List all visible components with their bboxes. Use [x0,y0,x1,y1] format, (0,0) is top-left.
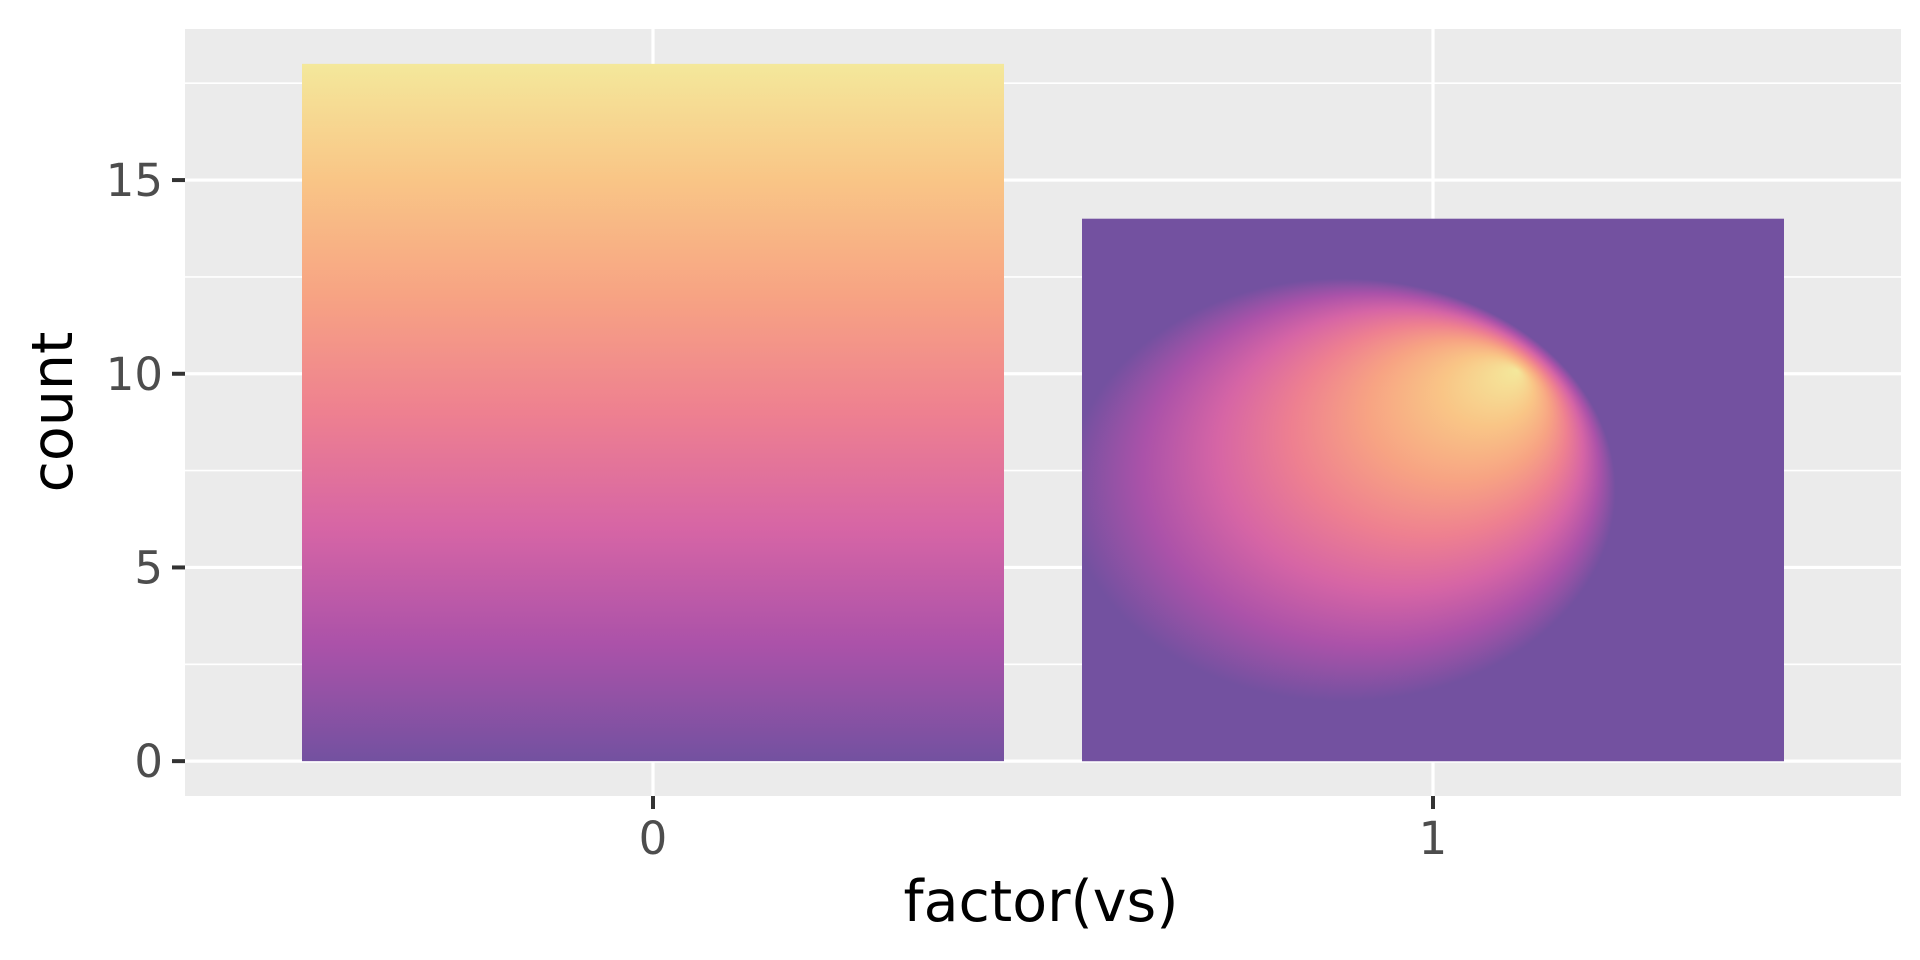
y-tick-label: 10 [106,348,163,401]
x-axis-title: factor(vs) [904,869,1179,935]
axis-ticks [172,178,1435,809]
bar-1 [1082,218,1784,762]
bar-0 [302,63,1004,762]
y-tick-label: 5 [134,541,163,594]
tick-labels: 0 5 10 15 0 1 [106,154,1448,865]
bars [302,63,1784,762]
y-axis-title: count [20,332,86,493]
y-tick-label: 0 [134,735,163,788]
y-tick-label: 15 [106,154,163,207]
x-tick-label: 1 [1419,812,1448,865]
x-tick-label: 0 [639,812,668,865]
